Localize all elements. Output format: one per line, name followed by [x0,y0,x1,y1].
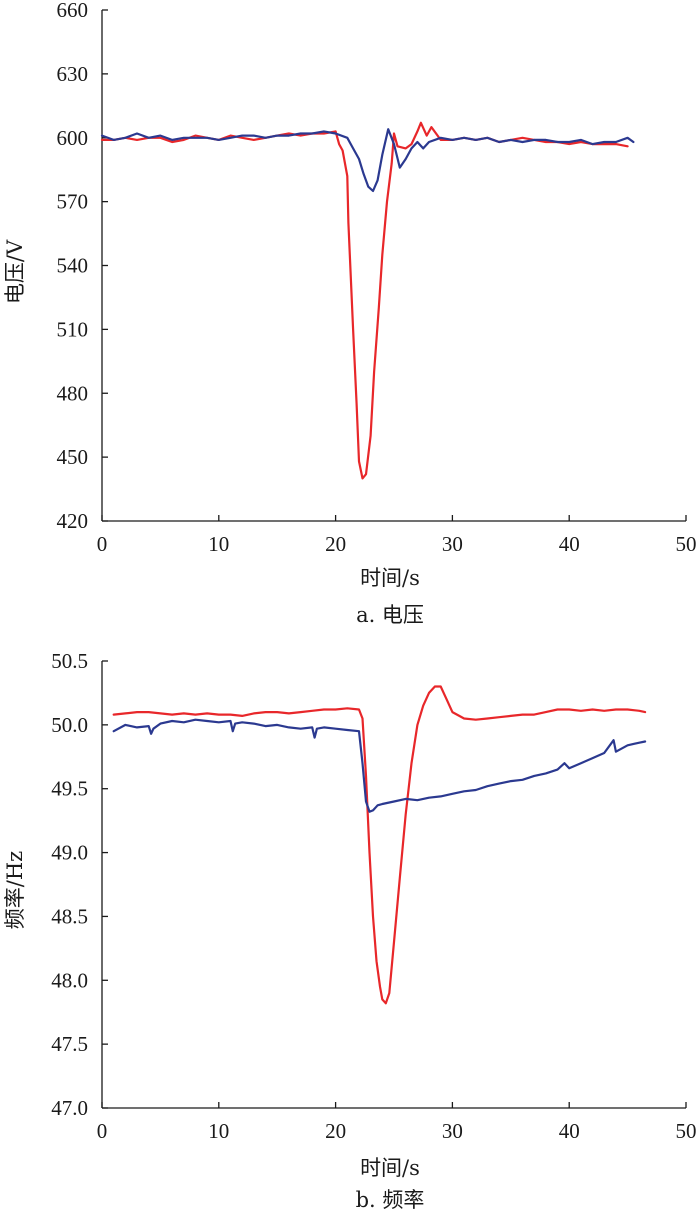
series-line-red [112,685,647,1005]
x-axis-title: 时间/s [360,566,420,590]
x-tick-label: 0 [97,532,108,556]
y-tick-label: 49.0 [51,841,88,865]
x-tick-label: 30 [442,1119,463,1143]
x-tick-label: 10 [208,1119,229,1143]
x-tick-label: 30 [442,532,463,556]
y-tick-label: 660 [57,0,89,22]
y-tick-label: 47.0 [51,1096,88,1120]
x-tick-label: 10 [208,532,229,556]
frequency-chart: 47.0 47.5 48.0 48.5 49.0 49.5 50.0 50.5 0 10 20 30 4… [3,649,697,1212]
chart-caption: b. 频率 [356,1188,425,1212]
y-tick-label: 630 [57,62,89,86]
chart-caption: a. 电压 [356,603,424,627]
series-line-blue [100,128,635,193]
y-tick-label: 48.5 [51,904,88,928]
y-tick-label: 540 [57,254,89,278]
x-tick-label: 40 [559,532,580,556]
x-tick-label: 40 [559,1119,580,1143]
y-tick-label: 450 [57,445,89,469]
y-tick-label: 510 [57,317,89,341]
y-tick-label: 480 [57,381,89,405]
voltage-chart: 420 450 480 510 540 570 600 630 660 0 10 20 30 40 50 时间… [3,0,697,627]
y-tick-label: 420 [57,509,89,533]
y-axis-title: 电压/V [3,239,27,304]
y-axis-title: 频率/Hz [3,851,27,929]
x-tick-label: 50 [676,1119,697,1143]
y-tick-label: 49.5 [51,777,88,801]
y-tick-label: 570 [57,190,89,214]
y-tick-label: 50.5 [51,649,88,673]
x-tick-label: 50 [676,532,697,556]
x-tick-label: 0 [97,1119,108,1143]
y-tick-label: 50.0 [51,713,88,737]
y-tick-label: 600 [57,126,89,150]
x-tick-label: 20 [325,532,346,556]
y-tick-label: 47.5 [51,1032,88,1056]
y-tick-label: 48.0 [51,968,88,992]
x-tick-label: 20 [325,1119,346,1143]
x-axis-title: 时间/s [360,1156,420,1180]
series-line-blue [112,718,647,813]
